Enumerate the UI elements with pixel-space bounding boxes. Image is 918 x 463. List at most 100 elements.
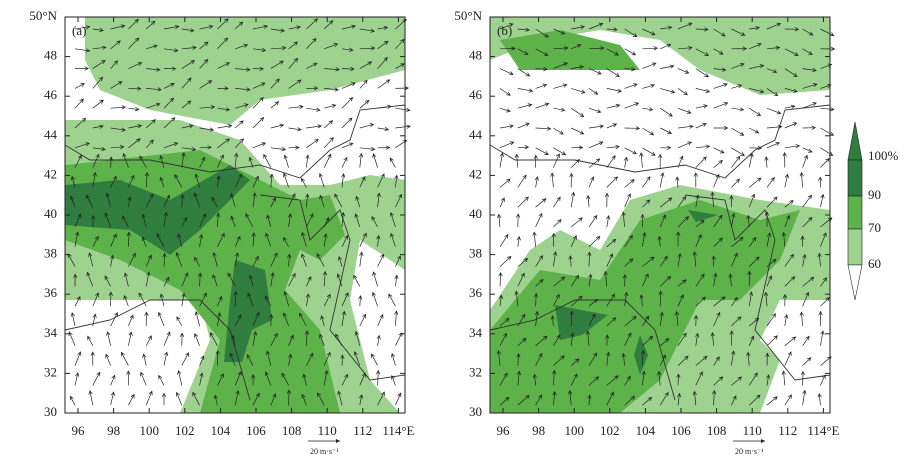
wind-vector [359, 372, 366, 386]
wind-vector [286, 389, 292, 406]
wind-vector [287, 213, 293, 228]
wind-vector [535, 66, 548, 72]
wind-vector [145, 335, 152, 346]
wind-vector [181, 28, 195, 33]
wind-vector [377, 145, 391, 150]
wind-vector [199, 127, 215, 132]
wind-vector [359, 99, 370, 109]
wind-vector [535, 83, 548, 89]
wind-vector [535, 48, 549, 56]
wind-vector [642, 199, 651, 208]
wind-vector [193, 192, 200, 208]
wind-vector [766, 45, 781, 50]
wind-vector [270, 147, 287, 152]
wind-vector [199, 104, 216, 110]
wind-vector [395, 193, 403, 208]
wind-vector [181, 152, 186, 168]
wind-vector [390, 374, 396, 386]
wind-vector [74, 296, 81, 307]
wind-vector [390, 232, 396, 247]
wind-vector [568, 255, 573, 267]
wind-vector [159, 293, 165, 307]
wind-vector [802, 389, 807, 406]
wind-vector [606, 176, 619, 188]
wind-vector [748, 177, 762, 188]
wind-vector [217, 154, 224, 168]
wind-vector [551, 232, 556, 247]
wind-vector [128, 393, 135, 406]
wind-vector [105, 353, 111, 366]
wind-vector [287, 253, 292, 267]
wind-vector [288, 79, 302, 89]
wind-vector [127, 196, 132, 208]
wind-vector [570, 332, 575, 346]
wind-vector [108, 156, 114, 168]
wind-vector [376, 334, 381, 346]
wind-vector [92, 153, 100, 168]
wind-vector [341, 292, 349, 307]
wind-vector [820, 28, 835, 37]
wind-vector [713, 147, 725, 154]
borders-a [65, 104, 405, 401]
wind-vector [642, 256, 655, 267]
wind-vector [535, 212, 543, 228]
wind-vector [781, 370, 786, 386]
wind-vector [677, 107, 692, 114]
wind-vector [517, 174, 527, 188]
wind-vector [660, 88, 676, 94]
colorbar-label: 60 [868, 256, 881, 271]
wind-vector [140, 371, 147, 386]
wind-vector [395, 38, 405, 50]
wind-vector [371, 291, 378, 307]
wind-vector [377, 314, 384, 327]
wind-vector [677, 155, 684, 168]
wind-vector [142, 353, 147, 366]
wind-vector [552, 390, 557, 406]
wind-vector [145, 20, 156, 30]
y-tick-label: 42 [469, 166, 482, 181]
wind-vector [394, 274, 399, 287]
wind-vector [784, 336, 797, 347]
wind-vector [713, 67, 727, 72]
x-tick-label: 110 [318, 423, 337, 438]
wind-vector [230, 215, 236, 228]
shading-a [65, 17, 405, 413]
wind-vector [659, 255, 668, 267]
x-tick-label: 98 [107, 423, 120, 438]
wind-vector [389, 157, 396, 168]
wind-vector [677, 252, 682, 267]
wind-vector [677, 88, 688, 96]
wind-vector [784, 214, 791, 228]
wind-vector [199, 41, 209, 50]
wind-vector [377, 25, 389, 30]
wind-vector [695, 296, 706, 307]
wind-vector [128, 252, 136, 267]
wind-vector [498, 294, 504, 307]
wind-vector [264, 295, 272, 307]
y-tick-label: 34 [469, 325, 483, 340]
wind-vector [660, 127, 673, 134]
wind-vector [588, 298, 598, 307]
wind-vector [128, 107, 140, 112]
wind-vector [820, 147, 834, 156]
wind-vector [194, 173, 200, 188]
wind-vector [141, 236, 147, 247]
wind-vector [731, 107, 745, 112]
wind-vector [74, 98, 84, 109]
y-tick-label: 40 [44, 206, 57, 221]
wind-vector [85, 194, 94, 208]
wind-vector [517, 258, 529, 267]
wind-vector [215, 212, 221, 228]
wind-vector [499, 88, 511, 96]
wind-vector [499, 317, 510, 327]
wind-vector [323, 293, 331, 307]
wind-vector [177, 233, 183, 247]
wind-vector [270, 271, 275, 287]
wind-vector [359, 232, 367, 247]
wind-vector [517, 313, 526, 327]
wind-vector [606, 215, 611, 228]
wind-vector [553, 276, 566, 287]
wind-vector [713, 237, 723, 248]
wind-vector [395, 63, 405, 69]
wind-vector [588, 158, 601, 168]
